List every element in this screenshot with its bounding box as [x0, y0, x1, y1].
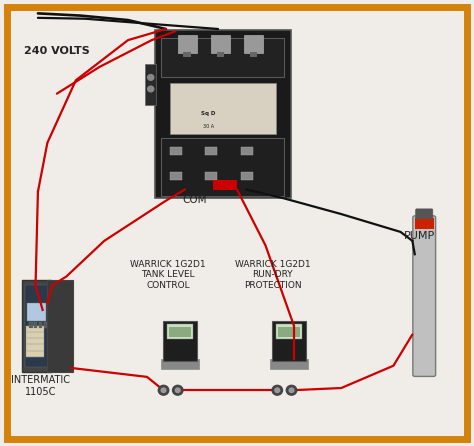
Bar	[270, 359, 308, 369]
FancyBboxPatch shape	[47, 280, 73, 372]
Bar	[241, 147, 253, 155]
FancyBboxPatch shape	[155, 30, 291, 198]
Bar	[241, 172, 253, 180]
Bar	[167, 325, 193, 339]
Bar	[161, 38, 284, 78]
Circle shape	[272, 385, 283, 395]
Text: INTERMATIC
1105C: INTERMATIC 1105C	[11, 375, 70, 396]
FancyBboxPatch shape	[413, 216, 436, 376]
Circle shape	[289, 388, 294, 392]
Bar	[205, 172, 217, 180]
Bar	[211, 35, 230, 53]
Text: 3: 3	[164, 61, 170, 71]
Circle shape	[158, 385, 169, 395]
Text: WARRICK 1G2D1
RUN-DRY
PROTECTION: WARRICK 1G2D1 RUN-DRY PROTECTION	[235, 260, 310, 289]
Circle shape	[161, 388, 166, 392]
Bar	[178, 35, 197, 53]
Bar	[279, 326, 300, 337]
Bar	[44, 322, 47, 328]
Bar	[170, 326, 191, 337]
Bar	[244, 35, 263, 53]
Bar	[250, 52, 257, 57]
Circle shape	[286, 385, 297, 395]
Text: COM: COM	[182, 195, 207, 205]
Circle shape	[175, 388, 180, 392]
FancyBboxPatch shape	[170, 83, 276, 134]
Text: WARRICK 1G2D1
TANK LEVEL
CONTROL: WARRICK 1G2D1 TANK LEVEL CONTROL	[130, 260, 206, 289]
Bar	[145, 64, 156, 105]
Bar	[183, 52, 191, 57]
Bar	[34, 322, 37, 328]
Bar	[29, 322, 33, 328]
Bar	[161, 138, 284, 196]
Bar	[217, 52, 224, 57]
FancyBboxPatch shape	[163, 321, 197, 361]
Circle shape	[147, 86, 155, 93]
Text: Sq D: Sq D	[201, 111, 216, 116]
Bar	[205, 147, 217, 155]
Bar	[170, 172, 182, 180]
FancyBboxPatch shape	[22, 280, 51, 372]
FancyBboxPatch shape	[272, 321, 306, 361]
Bar	[170, 147, 182, 155]
Bar	[27, 303, 46, 321]
Bar	[26, 326, 44, 357]
Bar	[276, 325, 302, 339]
Circle shape	[275, 388, 280, 392]
Bar	[415, 218, 434, 229]
Text: 240 VOLTS: 240 VOLTS	[24, 45, 90, 55]
Bar	[161, 359, 199, 369]
FancyBboxPatch shape	[25, 285, 48, 367]
Text: 30 A: 30 A	[203, 124, 214, 129]
FancyBboxPatch shape	[416, 209, 433, 219]
Circle shape	[147, 74, 155, 81]
Bar	[213, 180, 237, 190]
Circle shape	[173, 385, 183, 395]
Text: PUMP: PUMP	[404, 231, 435, 240]
Bar	[39, 322, 42, 328]
